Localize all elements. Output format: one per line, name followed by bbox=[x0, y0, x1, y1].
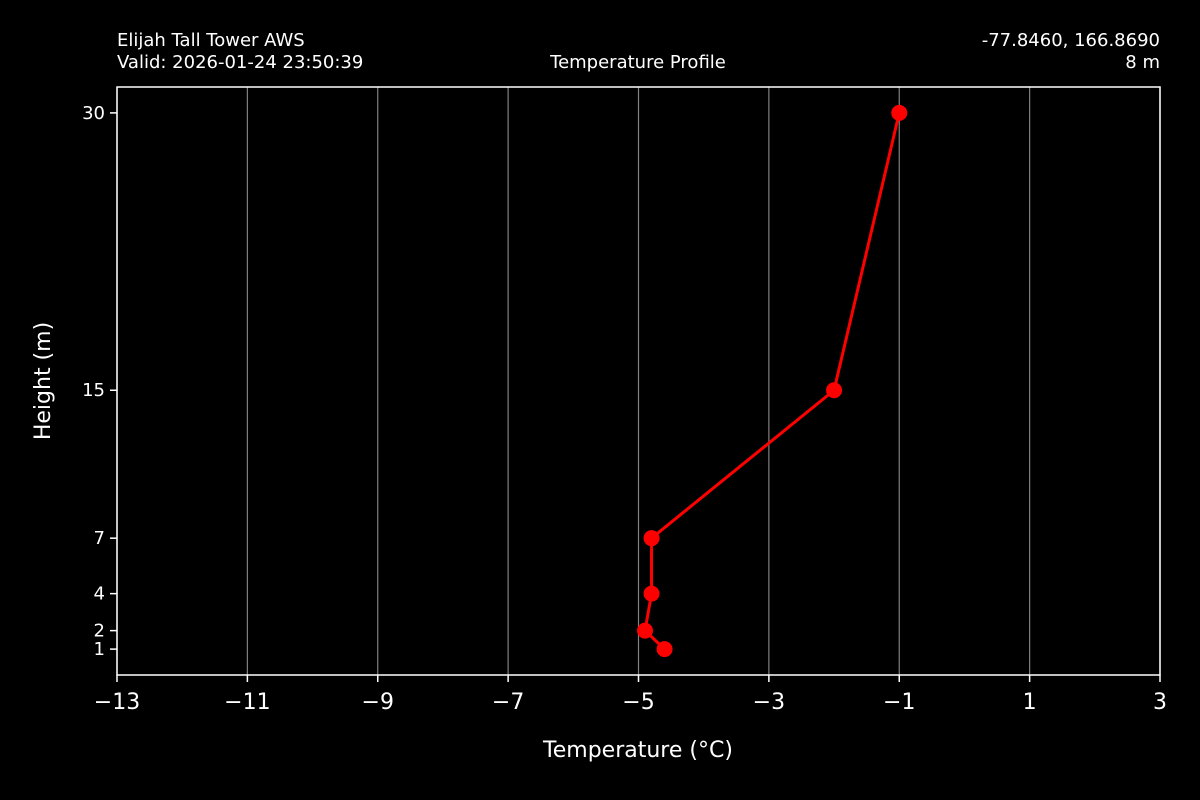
series-group bbox=[637, 104, 908, 658]
x-tick-label: −7 bbox=[492, 690, 524, 715]
data-point bbox=[643, 530, 660, 547]
data-point bbox=[643, 585, 660, 602]
x-tick-label: −1 bbox=[883, 690, 915, 715]
x-tick-label: −9 bbox=[362, 690, 394, 715]
data-point bbox=[891, 104, 908, 121]
y-tick-label: 1 bbox=[94, 639, 105, 660]
station-coordinates: -77.8460, 166.8690 bbox=[982, 30, 1160, 51]
y-axis-ticks: 12 4 7 15 30 bbox=[82, 103, 117, 660]
x-tick-label: −13 bbox=[94, 690, 140, 715]
x-tick-label: −5 bbox=[622, 690, 654, 715]
data-point bbox=[826, 382, 843, 399]
y-tick-label: 15 bbox=[82, 380, 105, 401]
data-point bbox=[637, 622, 654, 639]
valid-time: Valid: 2026-01-24 23:50:39 bbox=[117, 52, 363, 73]
y-tick-label: 2 bbox=[94, 621, 105, 642]
x-tick-label: −11 bbox=[224, 690, 270, 715]
gridlines bbox=[116, 87, 1161, 675]
x-axis-ticks: −13 −11 −9 −7 −5 −3 −1 1 3 bbox=[94, 675, 1167, 715]
x-axis-label: Temperature (°C) bbox=[542, 738, 733, 763]
y-tick-label: 4 bbox=[94, 584, 105, 605]
x-tick-label: 1 bbox=[1023, 690, 1037, 715]
x-tick-label: 3 bbox=[1153, 690, 1167, 715]
data-point bbox=[656, 641, 673, 658]
chart-title: Temperature Profile bbox=[549, 52, 726, 73]
y-tick-label: 7 bbox=[94, 528, 105, 549]
x-tick-label: −3 bbox=[753, 690, 785, 715]
station-name: Elijah Tall Tower AWS bbox=[117, 30, 305, 51]
y-tick-label: 30 bbox=[82, 103, 105, 124]
y-axis-label: Height (m) bbox=[31, 322, 56, 440]
station-elevation: 8 m bbox=[1125, 52, 1160, 73]
